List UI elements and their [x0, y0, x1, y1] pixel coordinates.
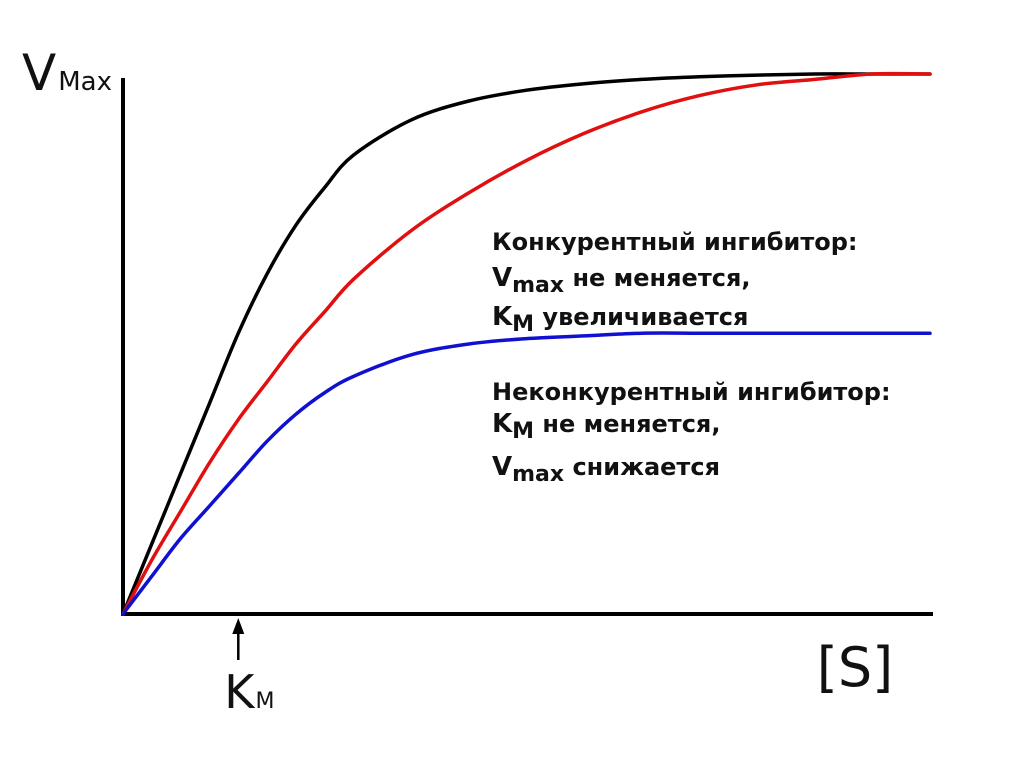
annotation-competitive-line-1-main: V [492, 263, 512, 293]
annotation-competitive-title: Конкурентный ингибитор: [492, 228, 858, 256]
series-group [121, 71, 932, 616]
annotation-competitive-line-1-rest: не меняется, [564, 264, 750, 292]
annotation-noncompetitive-line-1-rest: не меняется, [534, 410, 720, 438]
annotation-noncompetitive-line-2: Vmax снижается [492, 452, 720, 487]
annotation-competitive-line-2-rest: увеличивается [534, 303, 748, 331]
annotation-noncompetitive-line-1: KM не меняется, [492, 409, 720, 444]
annotation-competitive-line-2-sub: M [512, 312, 534, 337]
km-label-main: K [224, 665, 256, 719]
x-axis-label: [S] [817, 636, 893, 699]
km-marker: KM [224, 618, 274, 719]
km-label-sub: M [255, 689, 274, 714]
annotation-competitive-line-1: Vmax не меняется, [492, 263, 751, 298]
series-line-red [121, 71, 932, 616]
series-line-black [121, 72, 932, 616]
annotation-competitive: Конкурентный ингибитор: Vmax не меняется… [492, 228, 858, 337]
km-label: KM [224, 665, 274, 719]
km-arrow-head [232, 618, 245, 634]
y-axis-label: VMax [22, 44, 112, 102]
annotation-noncompetitive-title: Неконкурентный ингибитор: [492, 378, 891, 406]
annotation-noncompetitive-line-2-sub: max [512, 462, 564, 487]
annotation-noncompetitive: Неконкурентный ингибитор: KM не меняется… [492, 378, 891, 487]
y-axis-label-main: V [22, 44, 56, 102]
annotation-competitive-line-1-sub: max [512, 273, 564, 298]
series-line-blue [121, 331, 932, 616]
annotation-noncompetitive-line-2-rest: снижается [564, 453, 720, 481]
annotation-competitive-line-2: KM увеличивается [492, 302, 748, 337]
annotation-noncompetitive-line-2-main: V [492, 452, 512, 482]
annotation-competitive-line-2-main: K [492, 302, 513, 332]
y-axis-label-sub: Max [58, 67, 112, 97]
annotation-noncompetitive-line-1-main: K [492, 409, 513, 439]
annotation-noncompetitive-line-1-sub: M [512, 419, 534, 444]
